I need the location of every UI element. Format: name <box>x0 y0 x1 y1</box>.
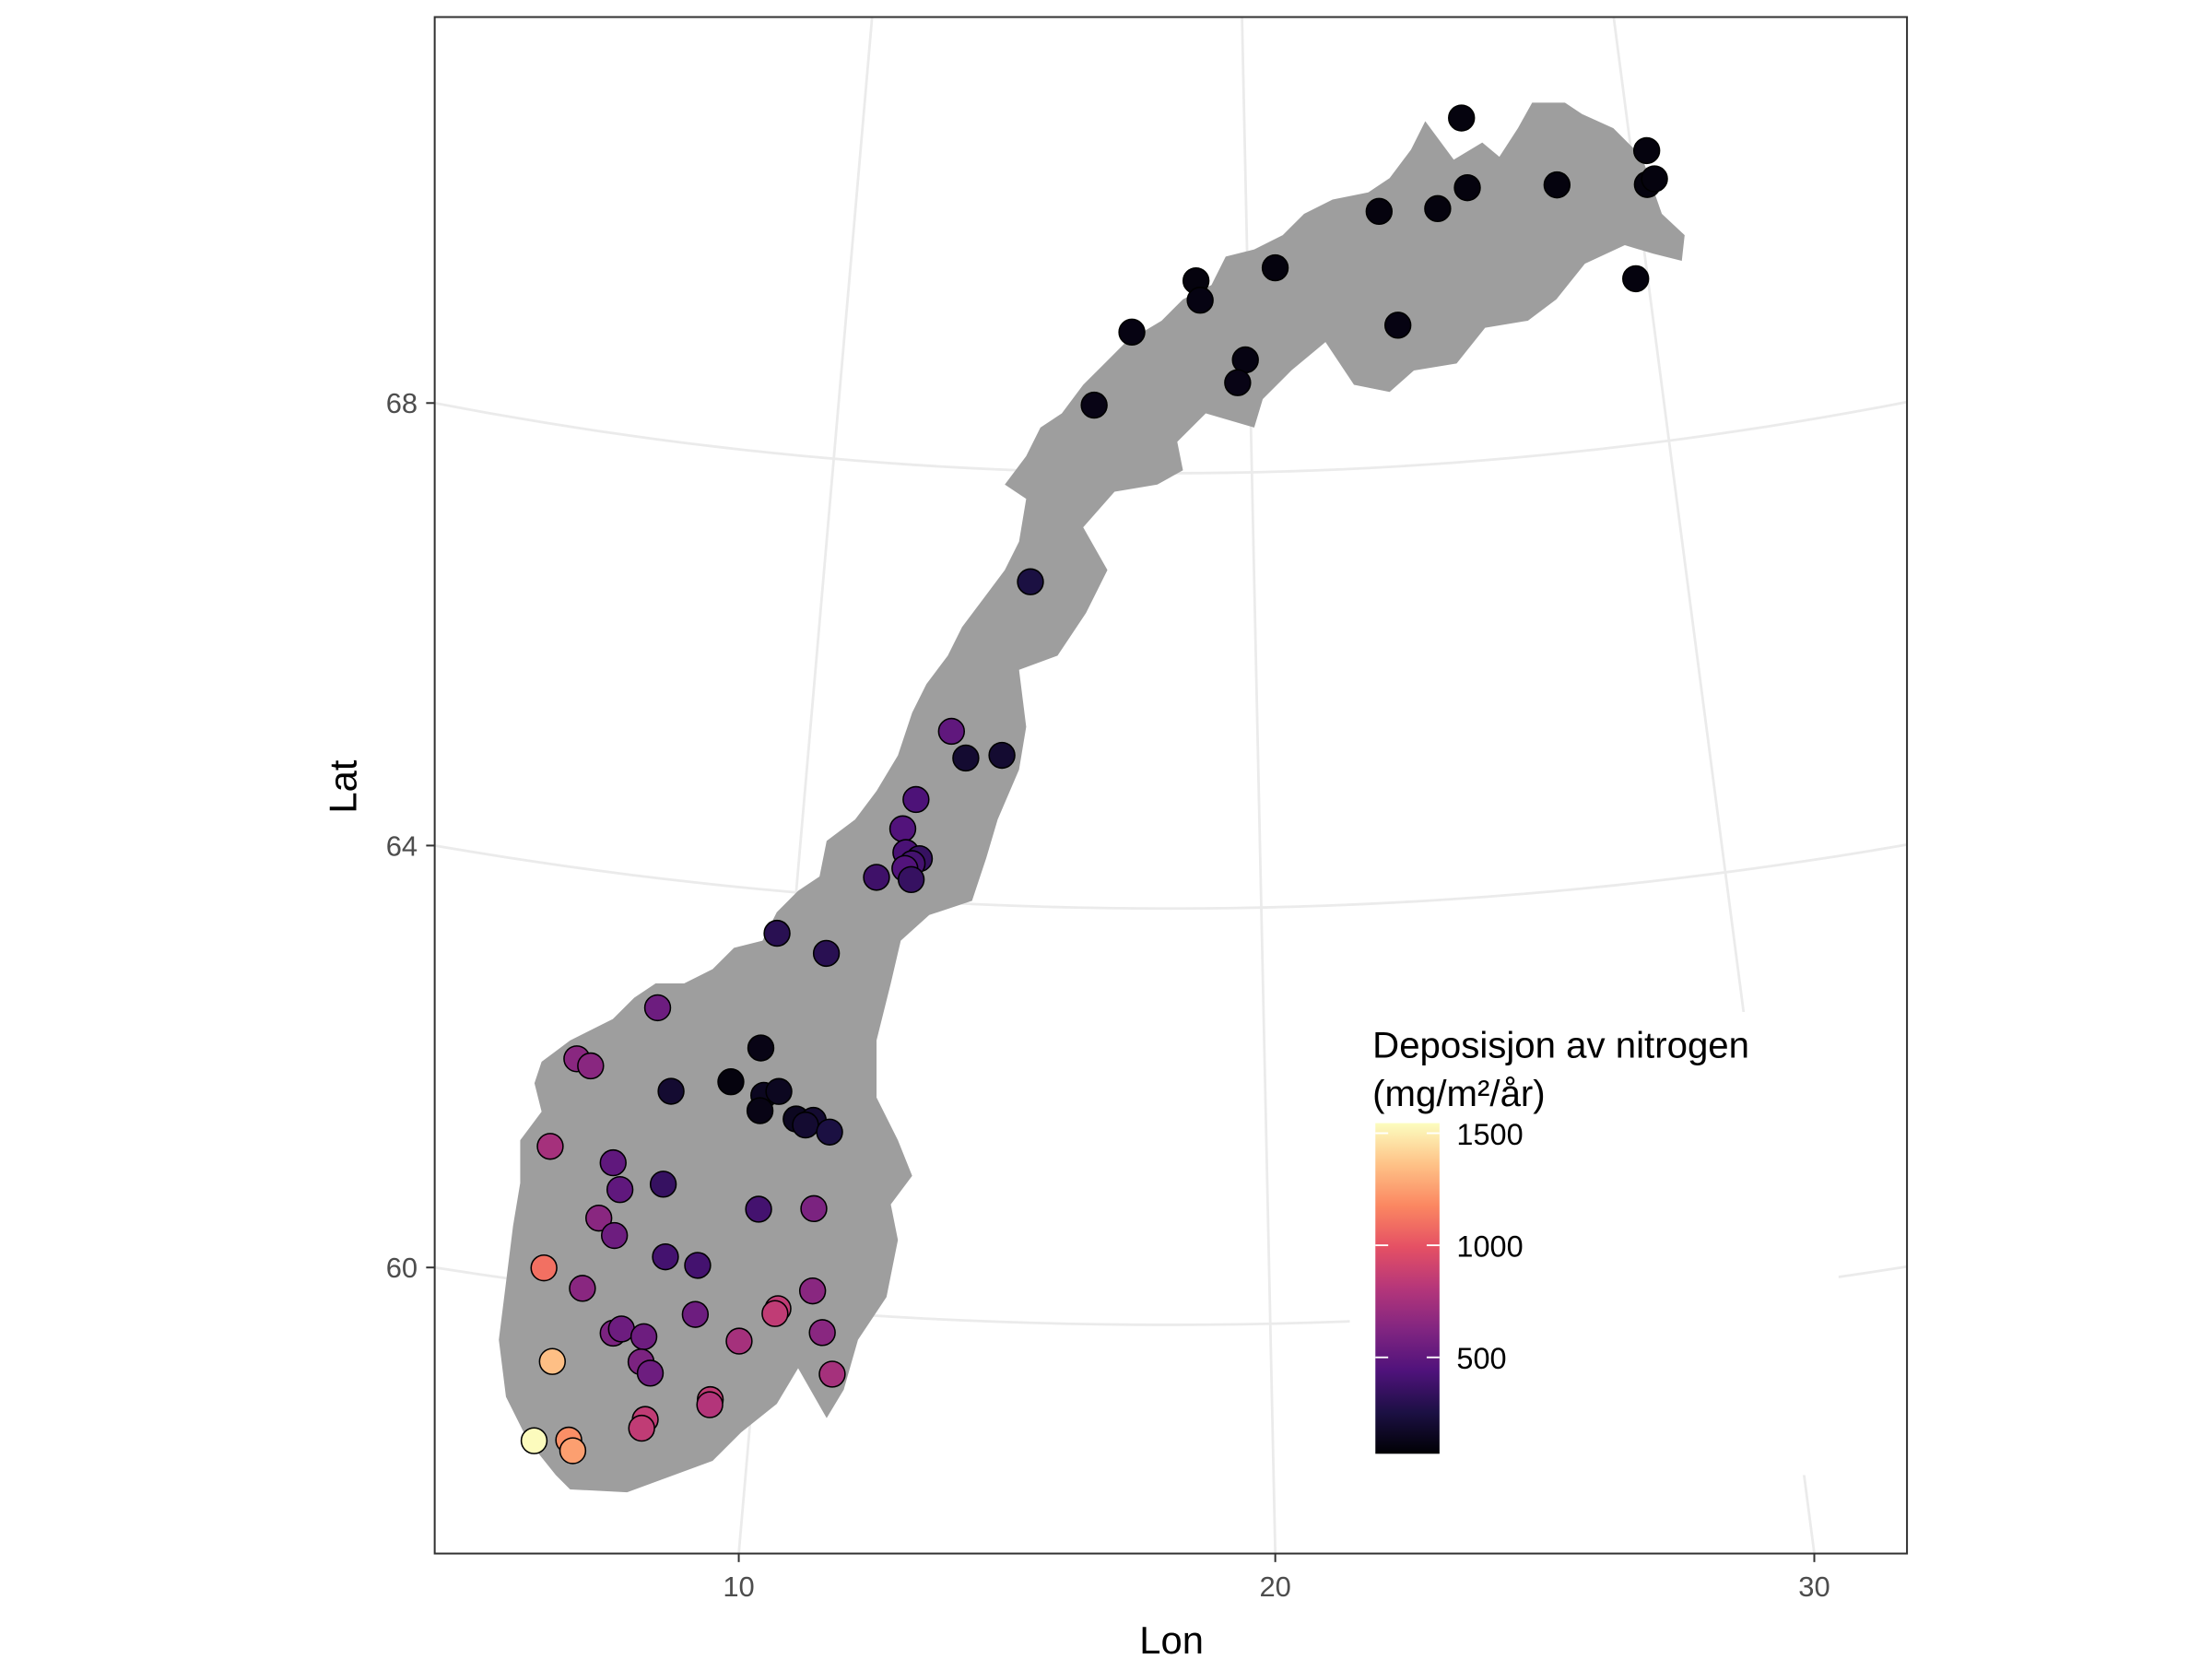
station-point <box>818 1360 846 1388</box>
x-tick-label: 30 <box>1798 1571 1830 1603</box>
station-point <box>897 865 925 893</box>
colorbar <box>1375 1123 1440 1454</box>
station-point <box>652 1242 679 1271</box>
station-point <box>1453 173 1481 202</box>
station-point <box>1622 265 1650 293</box>
station-point <box>681 1300 710 1328</box>
station-point <box>569 1275 596 1302</box>
y-axis-title: Lat <box>322 759 365 813</box>
land <box>499 102 1685 1493</box>
colorbar-label: 500 <box>1456 1342 1506 1375</box>
grid-line <box>434 1265 1908 1326</box>
station-point <box>988 741 1016 770</box>
station-point <box>577 1052 605 1080</box>
station-point <box>902 785 930 814</box>
station-point <box>763 919 791 947</box>
station-point <box>812 939 841 968</box>
x-axis-title: Lon <box>1139 1618 1204 1659</box>
station-point <box>863 864 890 891</box>
station-point <box>696 1391 724 1418</box>
station-point <box>530 1253 558 1282</box>
station-point <box>747 1034 775 1062</box>
station-point <box>800 1194 828 1223</box>
station-point <box>746 1097 774 1124</box>
station-point <box>1448 104 1476 132</box>
station-point <box>649 1171 677 1198</box>
grid-line <box>737 17 874 1554</box>
station-point <box>937 717 966 746</box>
grid-line <box>1612 17 1816 1554</box>
legend-title: (mg/m²/år) <box>1372 1073 1546 1114</box>
station-point <box>816 1118 843 1146</box>
station-point <box>792 1111 819 1139</box>
station-point <box>761 1300 789 1327</box>
station-point <box>600 1221 629 1250</box>
points <box>520 104 1668 1465</box>
station-point <box>1424 194 1452 223</box>
station-point <box>585 1204 613 1232</box>
station-point <box>520 1427 548 1454</box>
station-point <box>629 1323 658 1350</box>
station-point <box>599 1148 627 1177</box>
station-point <box>643 994 672 1022</box>
grid-line <box>434 842 1908 911</box>
legend-title: Deposisjon av nitrogen <box>1372 1024 1749 1065</box>
station-point <box>798 1277 827 1305</box>
station-point <box>717 1068 745 1096</box>
station-point <box>1017 568 1044 595</box>
x-tick-label: 10 <box>723 1571 754 1603</box>
x-tick-label: 20 <box>1259 1571 1290 1603</box>
station-point <box>725 1327 753 1355</box>
colorbar-label: 1500 <box>1456 1118 1523 1151</box>
station-point <box>1365 197 1394 226</box>
station-point <box>888 815 917 842</box>
colorbar-legend: 500 1000 1500 <box>1375 1118 1524 1454</box>
colorbar-label: 1000 <box>1456 1230 1523 1263</box>
station-point <box>559 1437 587 1465</box>
station-point <box>1118 318 1146 347</box>
station-point <box>745 1195 772 1223</box>
station-point <box>952 744 980 772</box>
station-point <box>536 1133 564 1160</box>
station-point <box>1543 171 1571 199</box>
station-point <box>1080 391 1108 419</box>
station-point <box>636 1359 665 1387</box>
station-point <box>606 1175 634 1204</box>
station-point <box>538 1347 566 1375</box>
y-tick-label: 60 <box>386 1252 418 1284</box>
station-point <box>1384 312 1412 339</box>
station-point <box>1261 253 1289 282</box>
station-point <box>1641 165 1668 193</box>
station-point <box>765 1077 793 1105</box>
station-point <box>628 1414 655 1442</box>
station-point <box>1224 369 1252 396</box>
station-point <box>1231 346 1259 374</box>
station-point <box>684 1252 712 1279</box>
grid-line <box>1241 17 1277 1554</box>
station-point <box>657 1077 685 1105</box>
station-point <box>1632 136 1661 165</box>
station-point <box>1186 287 1214 314</box>
panel-border <box>433 16 1909 1555</box>
y-tick-label: 68 <box>386 387 418 419</box>
y-tick-label: 64 <box>386 830 418 862</box>
station-point <box>808 1319 836 1347</box>
